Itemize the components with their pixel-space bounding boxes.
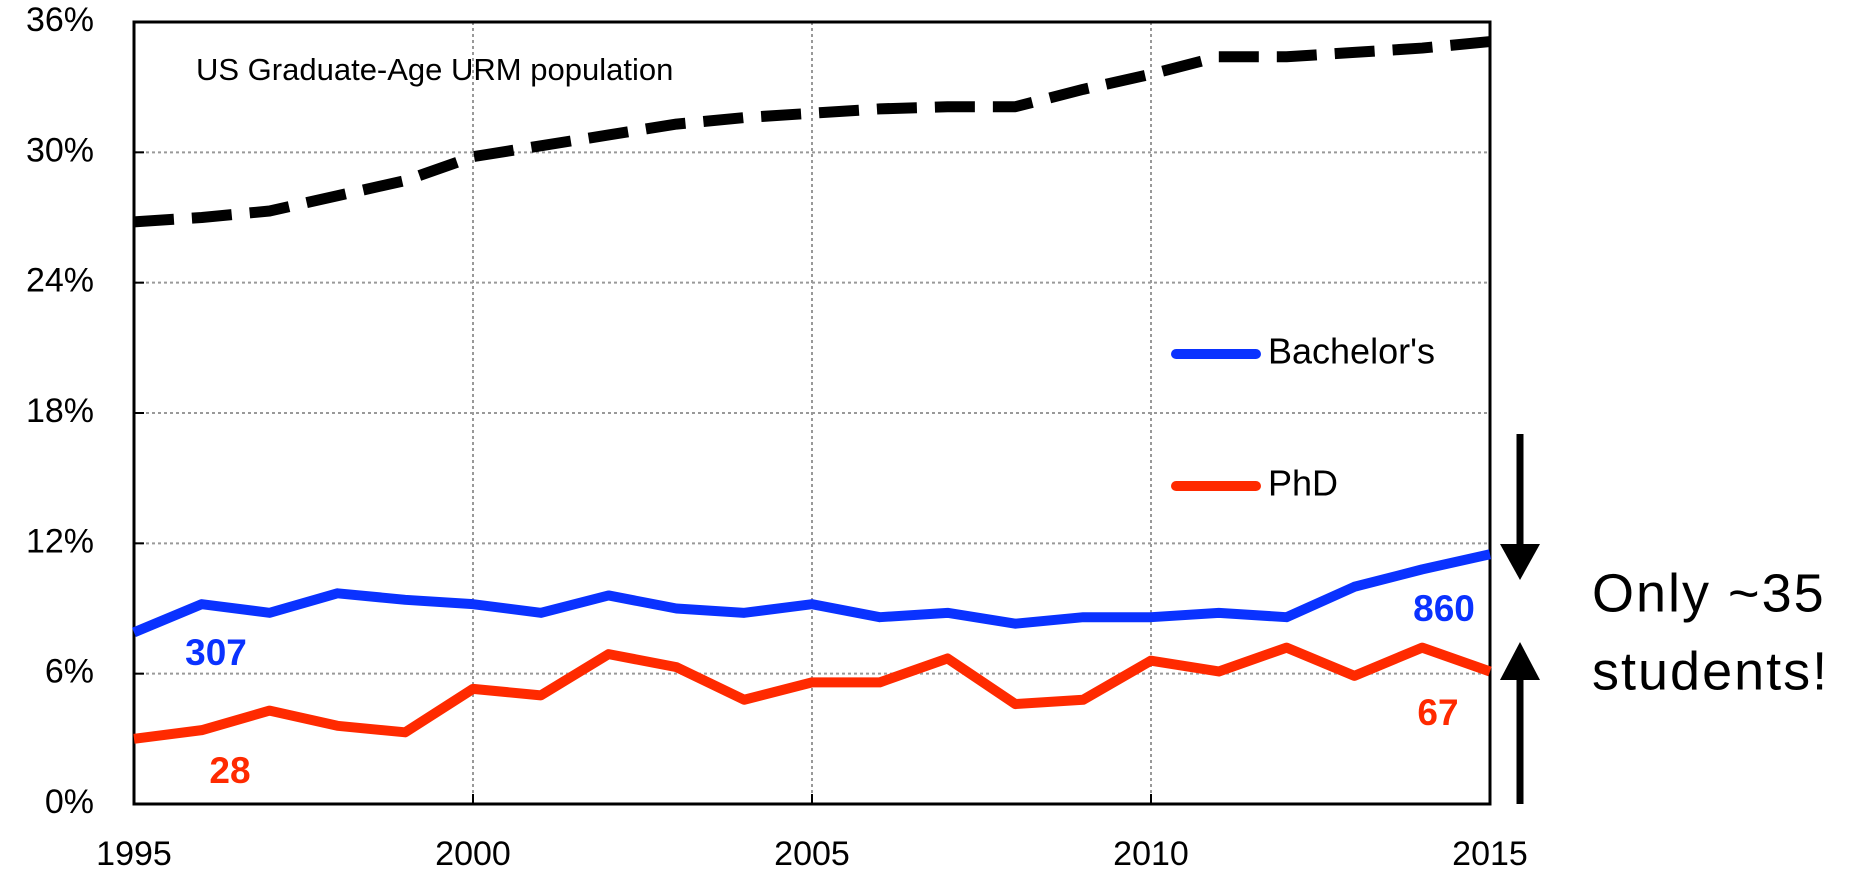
- y-tick-label: 30%: [26, 131, 94, 169]
- y-tick-label: 0%: [45, 783, 94, 821]
- series-label: US Graduate-Age URM population: [196, 52, 673, 87]
- x-tick-label: 2000: [435, 835, 511, 873]
- annotation: 307: [185, 632, 247, 673]
- arrow-down-head: [1500, 544, 1540, 580]
- x-tick-label: 2010: [1113, 835, 1189, 873]
- annotation: 67: [1417, 692, 1458, 733]
- y-tick-label: 24%: [26, 262, 94, 300]
- legend-label: Bachelor's: [1268, 331, 1435, 372]
- y-tick-label: 6%: [45, 653, 94, 691]
- plot-frame: [132, 20, 1492, 806]
- arrows: [1500, 434, 1540, 804]
- annotation: Only ~35: [1592, 563, 1826, 623]
- x-tick-label: 2005: [774, 835, 850, 873]
- y-tick-label: 18%: [26, 392, 94, 430]
- x-tick-label: 1995: [96, 835, 172, 873]
- annotation: 28: [209, 750, 250, 791]
- arrow-up-head: [1500, 642, 1540, 680]
- y-tick-label: 12%: [26, 522, 94, 560]
- series-line: [132, 549, 1492, 638]
- series-line: [133, 642, 1492, 744]
- x-tick-label: 2015: [1452, 835, 1528, 873]
- annotation: 860: [1413, 588, 1475, 629]
- annotation: students!: [1592, 641, 1829, 701]
- legend-label: PhD: [1268, 463, 1338, 504]
- y-tick-label: 36%: [26, 1, 94, 39]
